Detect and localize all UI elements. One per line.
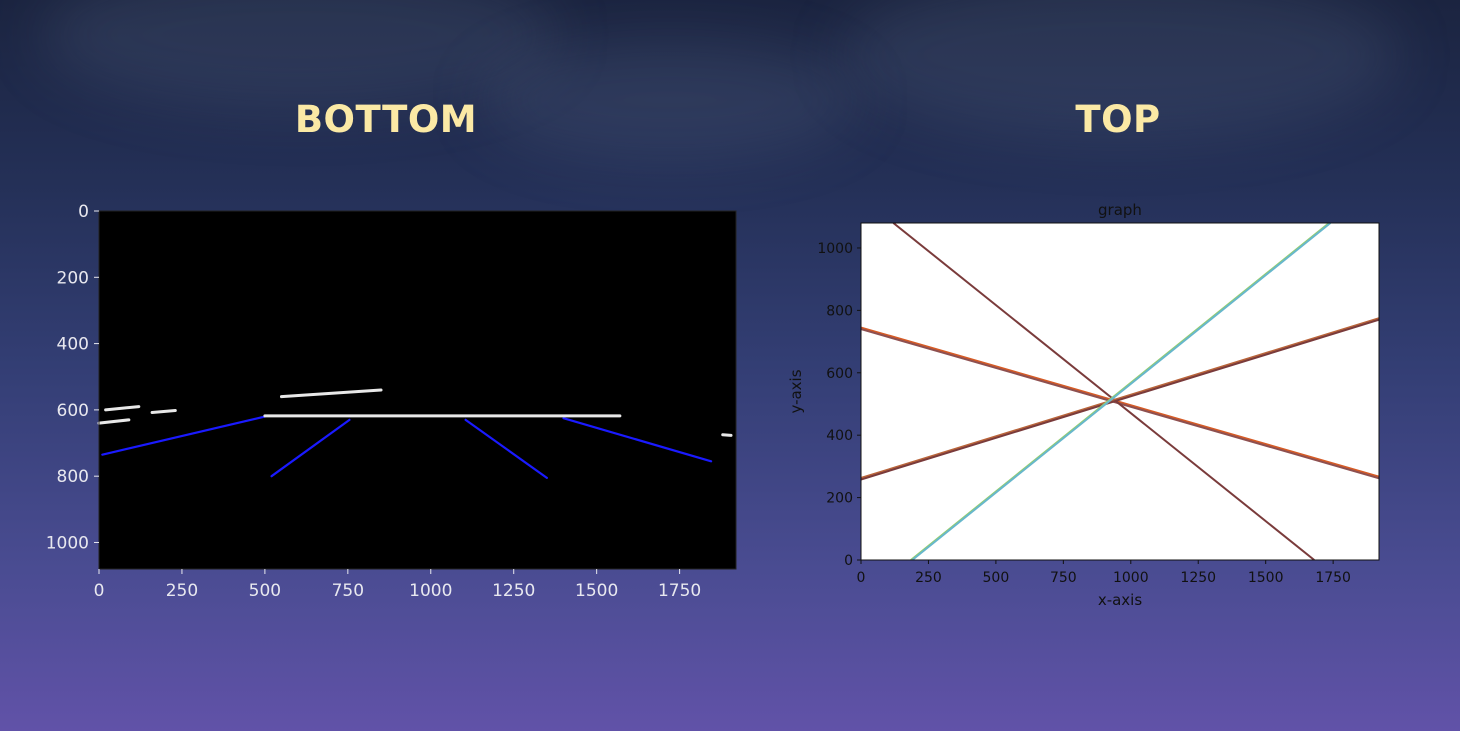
- y-axis-label: y-axis: [787, 369, 805, 413]
- series-line: [892, 223, 1315, 560]
- y-tick-label: 800: [57, 467, 89, 487]
- heading-bottom: BOTTOM: [294, 98, 478, 141]
- cloud-texture: [840, 0, 1400, 140]
- heading-top: TOP: [1075, 98, 1161, 141]
- chart-title: graph: [1098, 201, 1142, 219]
- x-tick-label: 1750: [1315, 570, 1351, 586]
- top-graph-plot: 0 250 500 750 1000 1250 1500 1750 0 200 400 600 800 1…: [787, 201, 1380, 609]
- y-tick-label: 400: [826, 428, 853, 444]
- x-tick-label: 0: [857, 570, 866, 586]
- x-tick-label: 1250: [492, 581, 535, 601]
- x-tick-label: 250: [915, 570, 942, 586]
- series-line: [861, 326, 1379, 478]
- lane-marking-segment: [279, 388, 383, 399]
- lane-marking-segment: [104, 405, 141, 412]
- y-tick-label: 800: [826, 303, 853, 319]
- detected-line-segment: [562, 417, 713, 463]
- y-tick-label: 0: [844, 553, 853, 569]
- x-tick-label: 250: [166, 581, 198, 601]
- y-tick-label: 400: [57, 335, 89, 355]
- cloud-texture: [480, 40, 860, 160]
- x-tick-label: 1250: [1180, 570, 1216, 586]
- bottom-image-plot: 0 250 500 750 1000 1250 1500 1750 0 200 400 600 800 1…: [46, 202, 737, 601]
- y-tick-label: 200: [826, 491, 853, 507]
- lane-marking-segment: [150, 409, 177, 415]
- x-tick-label: 750: [332, 581, 364, 601]
- x-tick-label: 1500: [1248, 570, 1284, 586]
- detected-line-segment: [101, 415, 266, 456]
- y-tick-label: 200: [57, 268, 89, 288]
- y-tick-label: 600: [57, 401, 89, 421]
- x-tick-label: 1000: [1113, 570, 1149, 586]
- plot-frame: [860, 222, 1380, 561]
- x-tick-label: 1500: [575, 581, 618, 601]
- x-tick-label: 750: [1050, 570, 1077, 586]
- series-group: [861, 223, 1379, 560]
- lane-marking-segment: [721, 433, 733, 437]
- image-frame: [98, 210, 737, 570]
- detected-line-segment: [464, 418, 548, 479]
- lane-marking-segment: [97, 418, 131, 425]
- y-tick-label: 600: [826, 366, 853, 382]
- detected-line-segment: [270, 418, 351, 478]
- series-line: [861, 318, 1379, 481]
- x-axis-label: x-axis: [1098, 591, 1143, 609]
- x-tick-label: 500: [983, 570, 1010, 586]
- image-area: [99, 211, 736, 569]
- x-tick-label: 1000: [409, 581, 452, 601]
- y-tick-label: 1000: [817, 241, 853, 257]
- y-tick-label: 1000: [46, 533, 89, 553]
- y-tick-label: 0: [78, 202, 89, 222]
- x-tick-label: 0: [94, 581, 105, 601]
- x-tick-label: 500: [249, 581, 281, 601]
- series-line: [861, 317, 1379, 479]
- x-tick-label: 1750: [658, 581, 701, 601]
- series-line: [911, 223, 1332, 560]
